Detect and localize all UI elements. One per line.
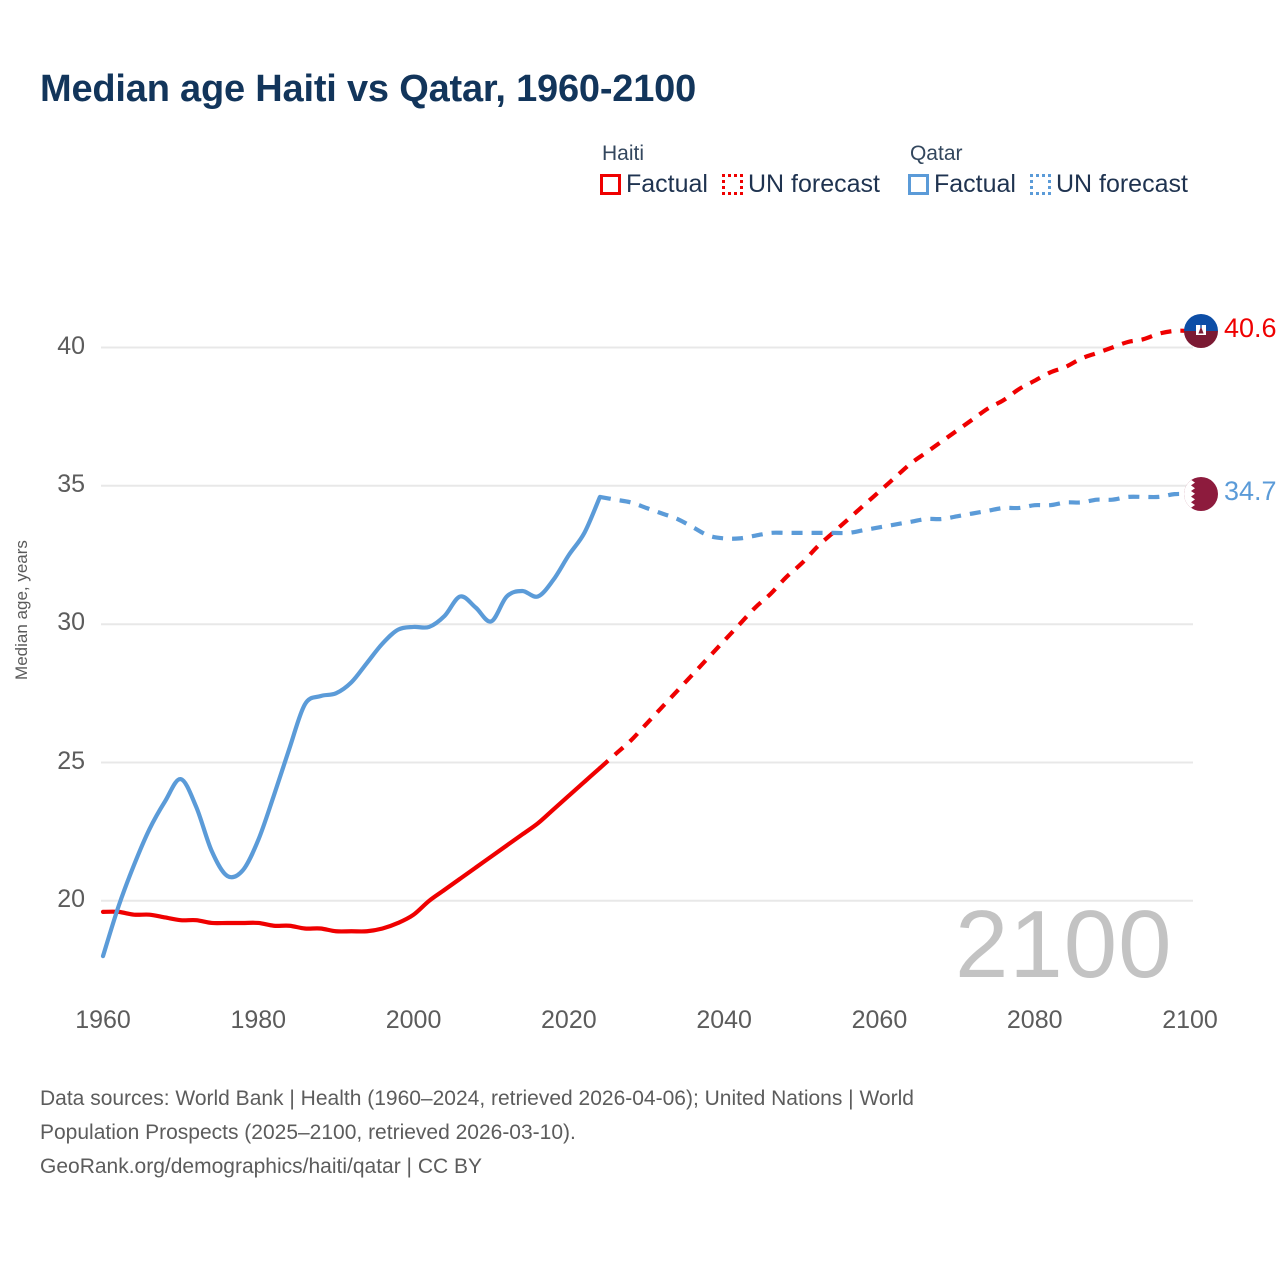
qatar-flag-icon — [1184, 477, 1218, 512]
x-tick-label: 2080 — [1006, 1006, 1063, 1034]
legend-group-haiti: Haiti Factual UN forecast — [600, 142, 880, 199]
legend-items-haiti: Factual UN forecast — [600, 170, 880, 199]
footer-line-1: Data sources: World Bank | Health (1960–… — [40, 1087, 914, 1110]
series-line-factual — [100, 765, 603, 934]
chart-canvas — [100, 328, 1193, 959]
x-tick-label: 2020 — [541, 1006, 597, 1034]
haiti-flag-icon — [1184, 313, 1218, 348]
legend-item-haiti-factual[interactable]: Factual — [600, 170, 708, 199]
legend-label: UN forecast — [747, 170, 880, 198]
series-line-forecast — [598, 328, 1191, 770]
legend-group-qatar: Qatar Factual UN forecast — [907, 142, 1188, 199]
legend-item-qatar-factual[interactable]: Factual — [907, 170, 1016, 199]
plot-area: Median age, years 2100 20 25 30 35 40 1960 198… — [0, 250, 1280, 1050]
legend-group-title-haiti: Haiti — [602, 142, 645, 165]
legend-label: Factual — [933, 170, 1016, 198]
series-line-factual — [100, 494, 603, 959]
x-tick-label: 2000 — [385, 1006, 442, 1034]
legend-swatch-solid-icon — [907, 174, 929, 195]
legend-swatch-dotted-icon — [721, 174, 743, 195]
legend-swatch-solid-icon — [600, 174, 621, 195]
legend-item-qatar-forecast[interactable]: UN forecast — [1029, 170, 1188, 199]
y-tick-label: 30 — [57, 608, 85, 637]
year-watermark: 2100 — [955, 891, 1173, 998]
x-tick-label: 1980 — [230, 1006, 287, 1034]
y-tick-label: 25 — [57, 746, 85, 775]
x-tick-label: 2100 — [1162, 1006, 1218, 1034]
legend-label: Factual — [626, 170, 708, 198]
series-line-forecast — [599, 491, 1191, 541]
chart-legend: Haiti Factual UN forecast Qatar Factual — [600, 142, 1188, 199]
legend-group-title-qatar: Qatar — [909, 142, 963, 165]
qatar-end-value: 34.7 — [1224, 476, 1277, 507]
page-title: Median age Haiti vs Qatar, 1960-2100 — [40, 68, 697, 110]
legend-items-qatar: Factual UN forecast — [907, 170, 1188, 199]
x-tick-label: 2040 — [696, 1006, 752, 1034]
footer-line-2: Population Prospects (2025–2100, retriev… — [40, 1121, 576, 1144]
legend-item-haiti-forecast[interactable]: UN forecast — [721, 170, 880, 199]
y-tick-label: 40 — [57, 331, 85, 360]
footer-line-3[interactable]: GeoRank.org/demographics/haiti/qatar | C… — [40, 1155, 483, 1178]
legend-label: UN forecast — [1055, 170, 1188, 198]
legend-swatch-dotted-icon — [1029, 174, 1051, 195]
x-tick-label: 1960 — [75, 1006, 131, 1034]
y-tick-label: 35 — [57, 469, 85, 498]
footer-attribution: Data sources: World Bank | Health (1960–… — [40, 1082, 1220, 1184]
x-tick-label: 2060 — [851, 1006, 908, 1034]
y-tick-label: 20 — [57, 884, 85, 913]
haiti-end-value: 40.6 — [1224, 312, 1277, 343]
